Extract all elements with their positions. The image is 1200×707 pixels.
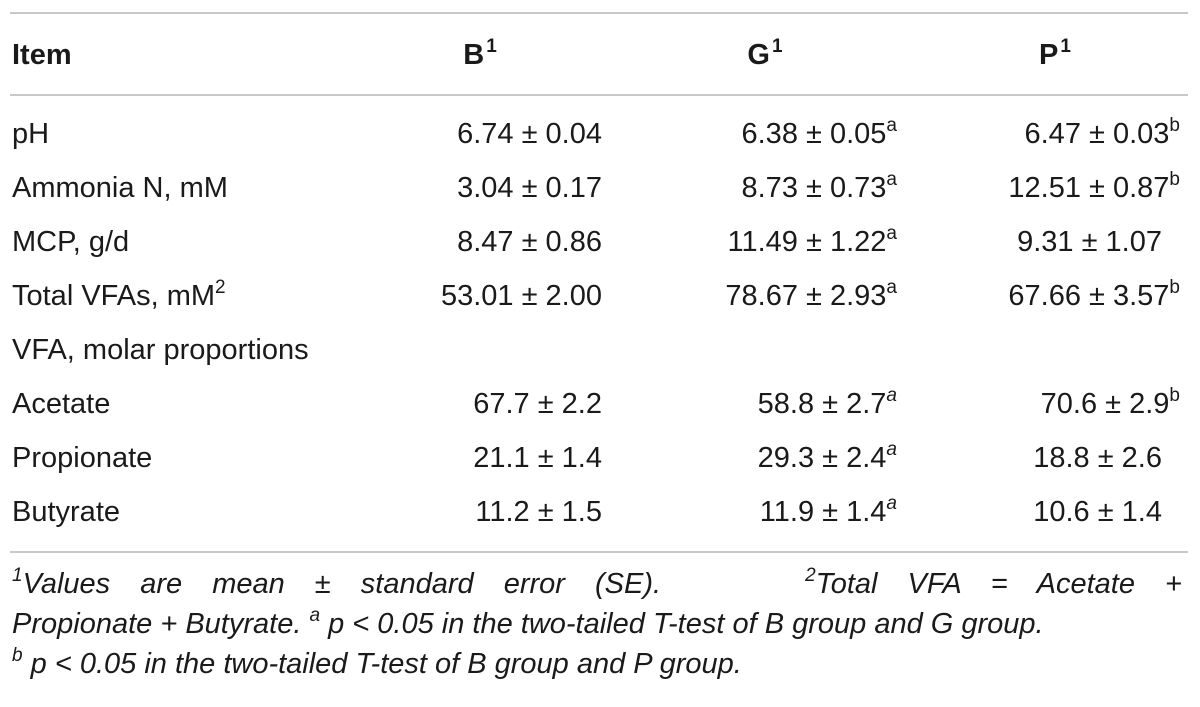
cell-b: 53.01 ± 2.00 [440,280,602,312]
table-row: MCP, g/d 8.47 ± 0.86 11.49 ± 1.22a 9.31 ± 1… [0,215,1200,269]
cell-p: 6.47 ± 0.03b [1024,115,1181,150]
row-label: VFA, molar proportions [12,334,309,366]
footnote-b: p < 0.05 in the two-tailed T-test of B g… [30,648,742,680]
table-row: VFA, molar proportions [0,323,1200,377]
cell-g: 58.8 ± 2.7a [757,385,897,420]
cell-b: 6.74 ± 0.04 [457,118,602,150]
cell-b: 8.47 ± 0.86 [457,226,602,258]
row-label: MCP, g/d [12,226,130,258]
table-row: Total VFAs, mM2 53.01 ± 2.00 78.67 ± 2.93a… [0,269,1200,323]
table-row: Acetate 67.7 ± 2.2 58.8 ± 2.7a 70.6 ± 2.9b [0,377,1200,431]
cell-g: 6.38 ± 0.05a [741,115,898,150]
table-row: Ammonia N, mM 3.04 ± 0.17 8.73 ± 0.73a 12.5… [0,161,1200,215]
cell-g: 78.67 ± 2.93a [725,277,897,312]
cell-g: 11.49 ± 1.22a [727,223,897,258]
row-label: Total VFAs, mM2 [12,277,226,312]
footnote-a-sup: a [309,605,321,626]
row-label: Ammonia N, mM [12,172,228,204]
row-label: Butyrate [12,496,120,528]
row-label: Propionate [12,442,153,474]
header-p-sup: 1 [1060,36,1071,57]
footnote-b-sup: b [12,645,23,666]
row-label: Acetate [12,388,111,420]
bottom-rule [10,551,1188,553]
cell-b: 11.2 ± 1.5 [475,496,602,528]
cell-g: 11.9 ± 1.4a [759,493,897,528]
cell-p: 67.66 ± 3.57b [1008,277,1180,312]
footnote-line-2: Propionate + Butyrate. a p < 0.05 in the… [12,604,1182,644]
cell-b: 67.7 ± 2.2 [473,388,602,420]
top-rule [10,12,1188,14]
header-item: Item [12,39,72,71]
cell-b: 21.1 ± 1.4 [473,442,602,474]
header-rule [10,94,1188,96]
table-row: pH 6.74 ± 0.04 6.38 ± 0.05a 6.47 ± 0.03b [0,107,1200,161]
footnote-line-1: 1Values are mean ± standard error (SE). … [12,564,1182,604]
footnote-2: 2Total VFA = Acetate + [805,565,1182,600]
footnote-line-3: b p < 0.05 in the two-tailed T-test of B… [12,644,1182,684]
header-b-sup: 1 [486,36,497,57]
header-g-sup: 1 [771,36,783,57]
cell-p: 70.6 ± 2.9b [1040,385,1180,420]
cell-p: 12.51 ± 0.87b [1008,169,1180,204]
footnote-2-cont: Propionate + Butyrate. [12,608,302,640]
cell-p: 10.6 ± 1.4 [1033,496,1162,528]
cell-p: 18.8 ± 2.6 [1033,442,1162,474]
table-footnotes: 1Values are mean ± standard error (SE). … [12,564,1182,684]
footnote-1: 1Values are mean ± standard error (SE). [12,565,662,600]
row-label: pH [12,118,50,150]
table-row: Propionate 21.1 ± 1.4 29.3 ± 2.4a 18.8 ± 2.… [0,431,1200,485]
footnote-a: p < 0.05 in the two-tailed T-test of B g… [328,608,1044,640]
cell-b: 3.04 ± 0.17 [457,172,602,204]
table-row: Butyrate 11.2 ± 1.5 11.9 ± 1.4a 10.6 ± 1.4 [0,485,1200,539]
cell-g: 29.3 ± 2.4a [757,439,897,474]
cell-g: 8.73 ± 0.73a [741,169,898,204]
cell-p: 9.31 ± 1.07 [1017,226,1162,258]
